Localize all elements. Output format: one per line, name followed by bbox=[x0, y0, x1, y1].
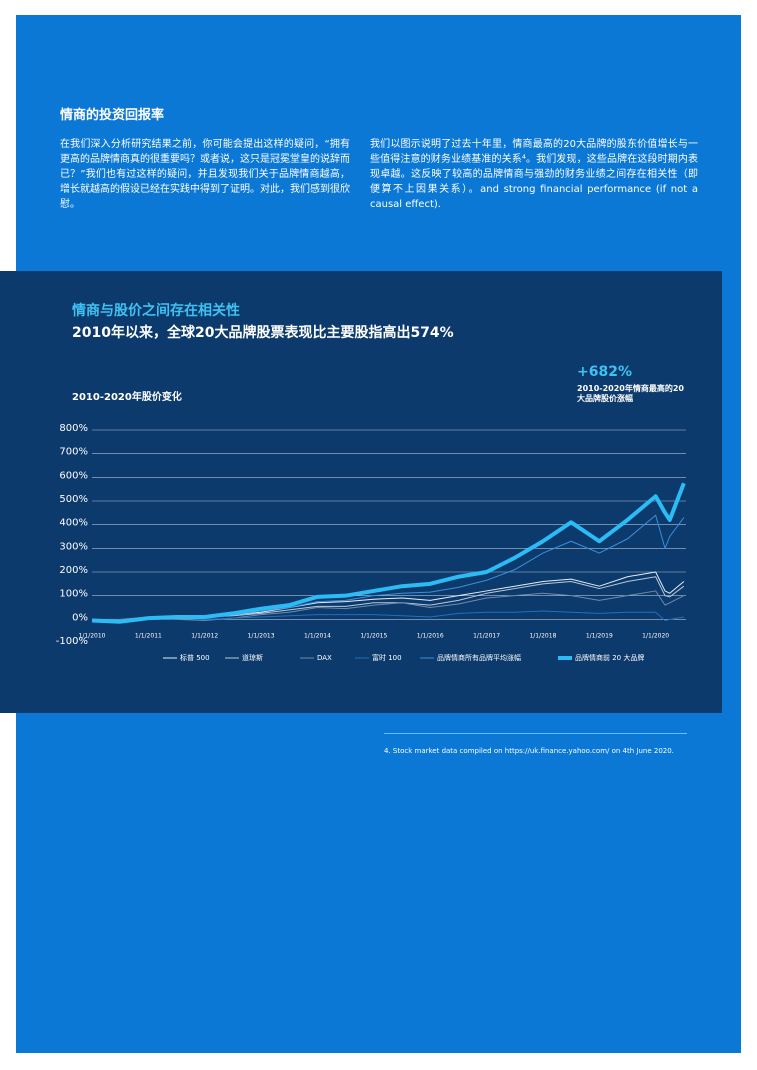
callout-value: +682% bbox=[577, 364, 632, 380]
legend-label: 品牌情商所有品牌平均涨幅 bbox=[437, 653, 521, 662]
x-tick-label: 1/1/2017 bbox=[473, 633, 500, 640]
footnote-rule bbox=[384, 733, 687, 734]
y-tick-label: 800% bbox=[59, 423, 88, 434]
y-tick-label: 200% bbox=[59, 565, 88, 576]
x-tick-label: 1/1/2016 bbox=[417, 633, 444, 640]
legend-label: 道琼斯 bbox=[242, 653, 263, 662]
x-tick-label: 1/1/2012 bbox=[191, 633, 218, 640]
y-tick-label: 600% bbox=[59, 470, 88, 481]
x-tick-label: 1/1/2014 bbox=[304, 633, 331, 640]
legend-label: DAX bbox=[317, 654, 332, 662]
legend-label: 标普 500 bbox=[180, 653, 210, 662]
y-tick-label: 500% bbox=[59, 494, 88, 505]
line bbox=[91, 610, 684, 622]
paragraph: 在我们深入分析研究结果之前，你可能会提出这样的疑问，“拥有更高的品牌情商真的很重… bbox=[60, 139, 350, 210]
x-tick-label: 1/1/2019 bbox=[586, 633, 613, 640]
callout-caption: 2010-2020年情商最高的20大品牌股价涨幅 bbox=[577, 384, 684, 403]
chart-subtitle: 2010年以来，全球20大品牌股票表现比主要股指高出574% bbox=[72, 325, 454, 341]
y-tick-label: 400% bbox=[59, 518, 88, 529]
x-tick-label: 1/1/2013 bbox=[248, 633, 275, 640]
x-tick-label: 1/1/2011 bbox=[135, 633, 162, 640]
line bbox=[91, 514, 685, 623]
chart-title: 情商与股价之间存在相关性 bbox=[72, 303, 240, 319]
section-heading: 情商的投资回报率 bbox=[60, 108, 165, 123]
y-tick-label: -100% bbox=[56, 636, 88, 647]
line bbox=[92, 590, 685, 622]
y-tick-label: 300% bbox=[59, 541, 88, 552]
x-tick-label: 1/1/2018 bbox=[529, 633, 556, 640]
y-label: 2010-2020年股价变化 bbox=[72, 392, 182, 403]
paragraph: 我们以图示说明了过去十年里，情商最高的20大品牌的股东价值增长与一些值得注意的财… bbox=[370, 139, 698, 210]
chart-panel bbox=[0, 271, 722, 713]
y-tick-label: 100% bbox=[59, 589, 88, 600]
x-tick-label: 1/1/2010 bbox=[79, 633, 106, 640]
x-tick-label: 1/1/2015 bbox=[360, 633, 387, 640]
legend-label: 品牌情商前 20 大品牌 bbox=[575, 653, 644, 662]
legend-label: 富时 100 bbox=[372, 653, 402, 662]
y-tick-label: 0% bbox=[72, 612, 88, 623]
x-tick-label: 1/1/2020 bbox=[642, 633, 669, 640]
footnote: 4. Stock market data compiled on https:/… bbox=[384, 747, 674, 755]
line bbox=[91, 482, 686, 624]
y-tick-label: 700% bbox=[59, 447, 88, 458]
